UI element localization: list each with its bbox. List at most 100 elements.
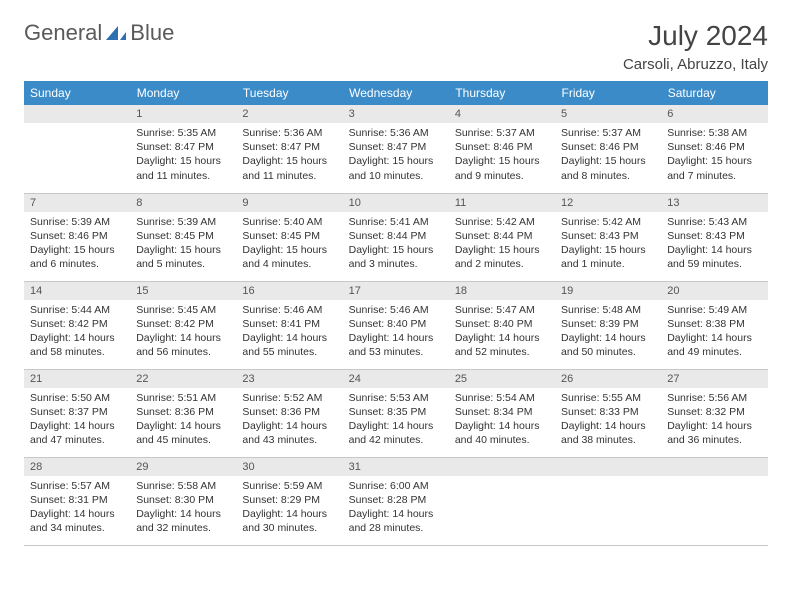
day-number: 4 bbox=[449, 105, 555, 123]
day-number: 2 bbox=[236, 105, 342, 123]
calendar-week-row: 14Sunrise: 5:44 AMSunset: 8:42 PMDayligh… bbox=[24, 281, 768, 369]
day-number-empty bbox=[555, 458, 661, 476]
calendar-day-cell: 4Sunrise: 5:37 AMSunset: 8:46 PMDaylight… bbox=[449, 105, 555, 193]
weekday-header: Monday bbox=[130, 81, 236, 105]
day-details: Sunrise: 5:46 AMSunset: 8:40 PMDaylight:… bbox=[343, 300, 449, 366]
day-details: Sunrise: 5:39 AMSunset: 8:45 PMDaylight:… bbox=[130, 212, 236, 278]
day-details: Sunrise: 5:56 AMSunset: 8:32 PMDaylight:… bbox=[661, 388, 767, 454]
calendar-day-cell: 29Sunrise: 5:58 AMSunset: 8:30 PMDayligh… bbox=[130, 457, 236, 545]
day-number: 3 bbox=[343, 105, 449, 123]
calendar-day-cell bbox=[24, 105, 130, 193]
calendar-day-cell: 18Sunrise: 5:47 AMSunset: 8:40 PMDayligh… bbox=[449, 281, 555, 369]
day-details: Sunrise: 6:00 AMSunset: 8:28 PMDaylight:… bbox=[343, 476, 449, 542]
logo-sail-icon bbox=[104, 24, 128, 42]
calendar-day-cell: 1Sunrise: 5:35 AMSunset: 8:47 PMDaylight… bbox=[130, 105, 236, 193]
day-number: 25 bbox=[449, 370, 555, 388]
day-details: Sunrise: 5:37 AMSunset: 8:46 PMDaylight:… bbox=[449, 123, 555, 189]
calendar-day-cell bbox=[555, 457, 661, 545]
weekday-header: Saturday bbox=[661, 81, 767, 105]
day-number: 21 bbox=[24, 370, 130, 388]
location-text: Carsoli, Abruzzo, Italy bbox=[623, 56, 768, 73]
day-details: Sunrise: 5:58 AMSunset: 8:30 PMDaylight:… bbox=[130, 476, 236, 542]
weekday-header: Friday bbox=[555, 81, 661, 105]
day-number: 1 bbox=[130, 105, 236, 123]
calendar-day-cell: 30Sunrise: 5:59 AMSunset: 8:29 PMDayligh… bbox=[236, 457, 342, 545]
day-number: 27 bbox=[661, 370, 767, 388]
day-number: 18 bbox=[449, 282, 555, 300]
day-number: 5 bbox=[555, 105, 661, 123]
calendar-day-cell bbox=[661, 457, 767, 545]
day-number: 28 bbox=[24, 458, 130, 476]
day-number: 13 bbox=[661, 194, 767, 212]
calendar-day-cell: 12Sunrise: 5:42 AMSunset: 8:43 PMDayligh… bbox=[555, 193, 661, 281]
calendar-table: Sunday Monday Tuesday Wednesday Thursday… bbox=[24, 81, 768, 546]
day-details: Sunrise: 5:47 AMSunset: 8:40 PMDaylight:… bbox=[449, 300, 555, 366]
day-details: Sunrise: 5:55 AMSunset: 8:33 PMDaylight:… bbox=[555, 388, 661, 454]
logo: General Blue bbox=[24, 20, 174, 46]
day-number: 31 bbox=[343, 458, 449, 476]
calendar-day-cell: 19Sunrise: 5:48 AMSunset: 8:39 PMDayligh… bbox=[555, 281, 661, 369]
calendar-day-cell: 21Sunrise: 5:50 AMSunset: 8:37 PMDayligh… bbox=[24, 369, 130, 457]
calendar-week-row: 7Sunrise: 5:39 AMSunset: 8:46 PMDaylight… bbox=[24, 193, 768, 281]
logo-text-2: Blue bbox=[130, 20, 174, 46]
day-number-empty bbox=[661, 458, 767, 476]
calendar-day-cell: 11Sunrise: 5:42 AMSunset: 8:44 PMDayligh… bbox=[449, 193, 555, 281]
day-details: Sunrise: 5:37 AMSunset: 8:46 PMDaylight:… bbox=[555, 123, 661, 189]
day-number: 14 bbox=[24, 282, 130, 300]
calendar-day-cell: 8Sunrise: 5:39 AMSunset: 8:45 PMDaylight… bbox=[130, 193, 236, 281]
day-details: Sunrise: 5:57 AMSunset: 8:31 PMDaylight:… bbox=[24, 476, 130, 542]
day-details: Sunrise: 5:44 AMSunset: 8:42 PMDaylight:… bbox=[24, 300, 130, 366]
calendar-week-row: 28Sunrise: 5:57 AMSunset: 8:31 PMDayligh… bbox=[24, 457, 768, 545]
day-details: Sunrise: 5:46 AMSunset: 8:41 PMDaylight:… bbox=[236, 300, 342, 366]
day-number: 29 bbox=[130, 458, 236, 476]
weekday-header: Sunday bbox=[24, 81, 130, 105]
calendar-day-cell: 17Sunrise: 5:46 AMSunset: 8:40 PMDayligh… bbox=[343, 281, 449, 369]
calendar-day-cell: 10Sunrise: 5:41 AMSunset: 8:44 PMDayligh… bbox=[343, 193, 449, 281]
calendar-day-cell: 26Sunrise: 5:55 AMSunset: 8:33 PMDayligh… bbox=[555, 369, 661, 457]
calendar-day-cell: 23Sunrise: 5:52 AMSunset: 8:36 PMDayligh… bbox=[236, 369, 342, 457]
calendar-day-cell: 27Sunrise: 5:56 AMSunset: 8:32 PMDayligh… bbox=[661, 369, 767, 457]
day-number: 12 bbox=[555, 194, 661, 212]
day-details: Sunrise: 5:48 AMSunset: 8:39 PMDaylight:… bbox=[555, 300, 661, 366]
calendar-day-cell: 3Sunrise: 5:36 AMSunset: 8:47 PMDaylight… bbox=[343, 105, 449, 193]
day-number: 20 bbox=[661, 282, 767, 300]
calendar-day-cell: 15Sunrise: 5:45 AMSunset: 8:42 PMDayligh… bbox=[130, 281, 236, 369]
day-number: 24 bbox=[343, 370, 449, 388]
weekday-header-row: Sunday Monday Tuesday Wednesday Thursday… bbox=[24, 81, 768, 105]
day-number: 6 bbox=[661, 105, 767, 123]
month-title: July 2024 bbox=[623, 20, 768, 52]
day-number-empty bbox=[449, 458, 555, 476]
calendar-day-cell: 28Sunrise: 5:57 AMSunset: 8:31 PMDayligh… bbox=[24, 457, 130, 545]
day-number: 19 bbox=[555, 282, 661, 300]
weekday-header: Wednesday bbox=[343, 81, 449, 105]
day-details: Sunrise: 5:59 AMSunset: 8:29 PMDaylight:… bbox=[236, 476, 342, 542]
calendar-day-cell: 7Sunrise: 5:39 AMSunset: 8:46 PMDaylight… bbox=[24, 193, 130, 281]
calendar-day-cell bbox=[449, 457, 555, 545]
calendar-day-cell: 25Sunrise: 5:54 AMSunset: 8:34 PMDayligh… bbox=[449, 369, 555, 457]
calendar-day-cell: 13Sunrise: 5:43 AMSunset: 8:43 PMDayligh… bbox=[661, 193, 767, 281]
day-details: Sunrise: 5:53 AMSunset: 8:35 PMDaylight:… bbox=[343, 388, 449, 454]
day-details: Sunrise: 5:35 AMSunset: 8:47 PMDaylight:… bbox=[130, 123, 236, 189]
calendar-day-cell: 5Sunrise: 5:37 AMSunset: 8:46 PMDaylight… bbox=[555, 105, 661, 193]
day-details: Sunrise: 5:49 AMSunset: 8:38 PMDaylight:… bbox=[661, 300, 767, 366]
calendar-week-row: 1Sunrise: 5:35 AMSunset: 8:47 PMDaylight… bbox=[24, 105, 768, 193]
day-details: Sunrise: 5:43 AMSunset: 8:43 PMDaylight:… bbox=[661, 212, 767, 278]
logo-text-1: General bbox=[24, 20, 102, 46]
day-number: 23 bbox=[236, 370, 342, 388]
day-details: Sunrise: 5:51 AMSunset: 8:36 PMDaylight:… bbox=[130, 388, 236, 454]
day-details: Sunrise: 5:42 AMSunset: 8:44 PMDaylight:… bbox=[449, 212, 555, 278]
calendar-day-cell: 2Sunrise: 5:36 AMSunset: 8:47 PMDaylight… bbox=[236, 105, 342, 193]
calendar-day-cell: 24Sunrise: 5:53 AMSunset: 8:35 PMDayligh… bbox=[343, 369, 449, 457]
day-number: 17 bbox=[343, 282, 449, 300]
day-details: Sunrise: 5:40 AMSunset: 8:45 PMDaylight:… bbox=[236, 212, 342, 278]
day-details: Sunrise: 5:41 AMSunset: 8:44 PMDaylight:… bbox=[343, 212, 449, 278]
day-details: Sunrise: 5:50 AMSunset: 8:37 PMDaylight:… bbox=[24, 388, 130, 454]
day-details: Sunrise: 5:39 AMSunset: 8:46 PMDaylight:… bbox=[24, 212, 130, 278]
day-number: 30 bbox=[236, 458, 342, 476]
day-number: 26 bbox=[555, 370, 661, 388]
weekday-header: Thursday bbox=[449, 81, 555, 105]
day-details: Sunrise: 5:38 AMSunset: 8:46 PMDaylight:… bbox=[661, 123, 767, 189]
day-details: Sunrise: 5:54 AMSunset: 8:34 PMDaylight:… bbox=[449, 388, 555, 454]
day-number: 11 bbox=[449, 194, 555, 212]
calendar-week-row: 21Sunrise: 5:50 AMSunset: 8:37 PMDayligh… bbox=[24, 369, 768, 457]
